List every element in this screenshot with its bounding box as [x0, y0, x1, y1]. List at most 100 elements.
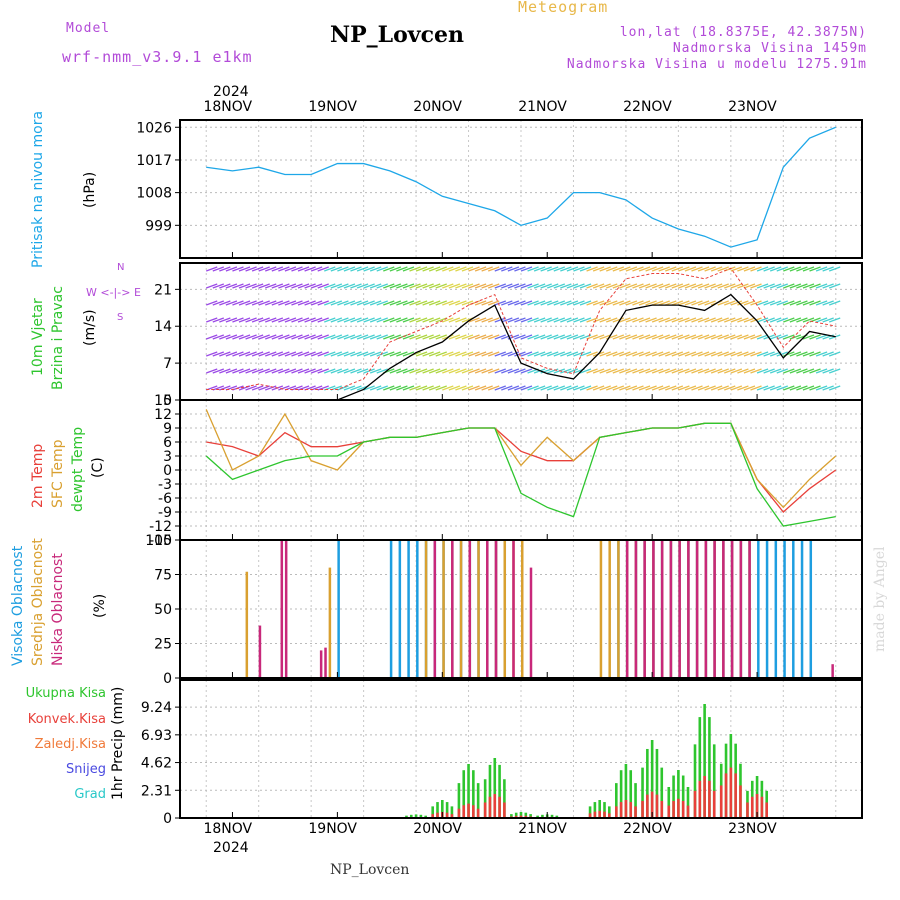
wind-barb [527, 334, 539, 340]
wind-barb [822, 351, 834, 357]
wind-barb [206, 283, 218, 289]
wind-barb [494, 317, 506, 323]
wind-barb [612, 300, 625, 306]
wind-barb [756, 317, 769, 323]
precip-legend-snow: Snijeg [66, 762, 106, 777]
wind-barb [665, 266, 677, 272]
wind-barb [796, 300, 808, 306]
wind-barb [665, 300, 677, 306]
precip-bar [593, 802, 597, 818]
wind-barb [573, 334, 585, 340]
wind-barb [802, 334, 815, 340]
top-day-label: 19NOV [308, 99, 358, 115]
wind-barb [330, 300, 343, 306]
wind-barb [638, 351, 651, 357]
top-day-label: 23NOV [728, 99, 777, 115]
wind-barb [533, 385, 546, 391]
wind-barb [501, 300, 513, 306]
wind-barb [435, 266, 447, 272]
wind-barb [737, 283, 749, 289]
cloud-bar [713, 540, 716, 678]
wind-barb [632, 266, 644, 272]
wind-barb [238, 266, 251, 272]
wind-barb [809, 334, 821, 340]
wind-barb [238, 351, 251, 357]
wind-barb [533, 334, 546, 340]
precip-bar [703, 776, 706, 818]
wind-barb [442, 317, 454, 323]
precip-bar [667, 805, 671, 818]
wind-barb [756, 351, 769, 357]
cloud-bar [687, 540, 690, 678]
wind-barb [606, 317, 618, 323]
precip-bar [603, 811, 606, 818]
precip-bar [457, 808, 461, 818]
wind-barb [612, 385, 625, 391]
cloud-bar [433, 540, 437, 678]
wind-barb [743, 334, 756, 340]
precip-bar [686, 805, 690, 818]
precip-bar [698, 780, 702, 818]
wind-barb [383, 300, 395, 306]
wind-barb [225, 368, 238, 374]
wind-barb [212, 300, 225, 306]
precip-bar [524, 812, 528, 818]
wind-barb [710, 317, 723, 323]
wind-barb [455, 368, 467, 374]
wind-compass-s: S [117, 312, 124, 323]
cloud-bar [792, 540, 795, 678]
wind-barb [579, 283, 592, 289]
wind-barb [586, 368, 598, 374]
wind-barb [809, 300, 821, 306]
wind-barb [310, 283, 323, 289]
precip-bar [445, 812, 449, 818]
wind-barb [769, 385, 782, 391]
wind-barb [356, 266, 369, 272]
wind-barb [461, 368, 474, 374]
wind-barb [743, 283, 756, 289]
wind-barb [691, 300, 703, 306]
wind-barb [599, 368, 611, 374]
wind-barb [789, 334, 802, 340]
bottom-day-label: 19NOV [308, 821, 358, 837]
wind-barb [612, 317, 625, 323]
precip-bar [467, 764, 470, 818]
wind-barb [691, 334, 703, 340]
cloud-bar [324, 647, 327, 678]
precip-legend-hail: Grad [74, 787, 106, 802]
wind-barb [291, 283, 303, 289]
precip-bar [488, 764, 492, 818]
wind-barb [632, 351, 644, 357]
wind-barb [704, 351, 716, 357]
wind-barb [258, 351, 270, 357]
wind-barb [396, 266, 408, 272]
wind-barb [658, 385, 670, 391]
wind-barb [651, 351, 664, 357]
precip-bar [686, 786, 690, 818]
wind-barb [678, 368, 690, 374]
cloud-bar [739, 540, 743, 678]
wind-barb [324, 300, 336, 306]
wind-barb [356, 283, 369, 289]
wind-barb [310, 300, 323, 306]
wind-barb [474, 334, 487, 340]
wind-barb [533, 317, 546, 323]
wind-barb [527, 266, 539, 272]
wind-barb [796, 266, 808, 272]
wind-barb [232, 266, 244, 272]
wind-barb [665, 368, 677, 374]
precip-bar [603, 802, 606, 818]
wind-barb [297, 300, 310, 306]
wind-barb [212, 317, 225, 323]
wind-compass: W <-|-> E [86, 286, 141, 299]
cloud-bar [783, 540, 786, 678]
wind-barb [442, 351, 454, 357]
wind-barb [651, 334, 664, 340]
wind-barb [396, 385, 408, 391]
wind-barb [343, 334, 356, 340]
wind-barb [796, 351, 808, 357]
wind-barb [396, 317, 408, 323]
wind-barb [376, 385, 388, 391]
wind-barb [278, 368, 290, 374]
